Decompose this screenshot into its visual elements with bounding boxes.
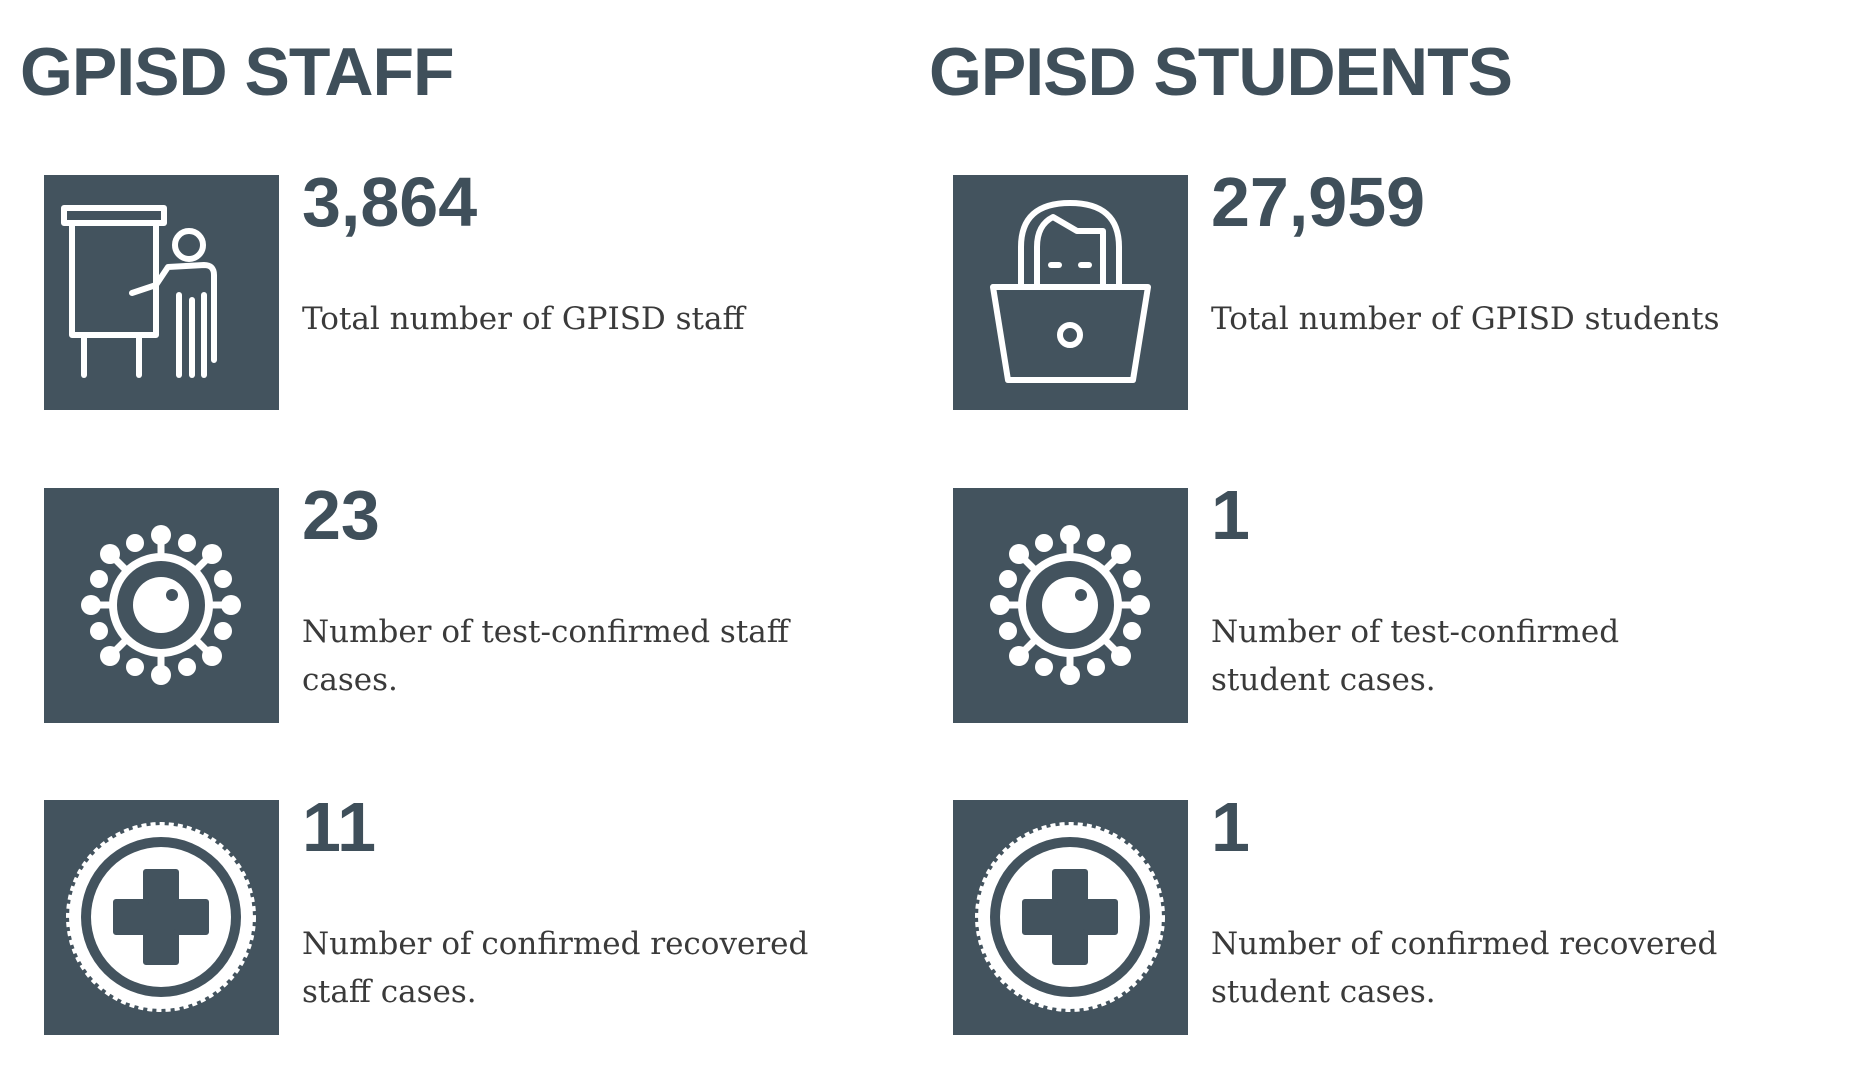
- students-total-card: 27,959 Total number of GPISD students: [953, 167, 1803, 410]
- medical-cross-icon: [44, 800, 279, 1035]
- staff-confirmed-value: 23: [302, 476, 380, 554]
- student-laptop-icon: [953, 175, 1188, 410]
- staff-recovered-label: Number of confirmed recovered staff case…: [302, 926, 809, 1010]
- staff-confirmed-label: Number of test-confirmed staff cases.: [302, 614, 789, 698]
- staff-recovered-card: 11 Number of confirmed recovered staff c…: [44, 792, 894, 1035]
- staff-confirmed-card: 23 Number of test-confirmed staff cases.: [44, 480, 894, 723]
- staff-recovered-value: 11: [302, 788, 376, 866]
- virus-icon: [953, 488, 1188, 723]
- staff-title: GPISD STAFF: [20, 34, 455, 110]
- virus-icon: [44, 488, 279, 723]
- teacher-presentation-icon: [44, 175, 279, 410]
- students-total-label: Total number of GPISD students: [1211, 301, 1720, 337]
- students-confirmed-card: 1 Number of test-confirmed student cases…: [953, 480, 1803, 723]
- staff-total-label: Total number of GPISD staff: [302, 301, 745, 337]
- staff-total-value: 3,864: [302, 163, 478, 241]
- staff-total-card: 3,864 Total number of GPISD staff: [44, 167, 894, 410]
- students-recovered-label: Number of confirmed recovered student ca…: [1211, 926, 1718, 1010]
- students-confirmed-value: 1: [1211, 476, 1250, 554]
- students-confirmed-label: Number of test-confirmed student cases.: [1211, 614, 1620, 698]
- students-total-value: 27,959: [1211, 163, 1426, 241]
- medical-cross-icon: [953, 800, 1188, 1035]
- students-recovered-card: 1 Number of confirmed recovered student …: [953, 792, 1803, 1035]
- students-section: GPISD STUDENTS 27,959 Total number of GP…: [915, 0, 1815, 1090]
- staff-section: GPISD STAFF 3,864 Total number of GPISD …: [0, 0, 900, 1090]
- students-title: GPISD STUDENTS: [929, 34, 1513, 110]
- students-recovered-value: 1: [1211, 788, 1250, 866]
